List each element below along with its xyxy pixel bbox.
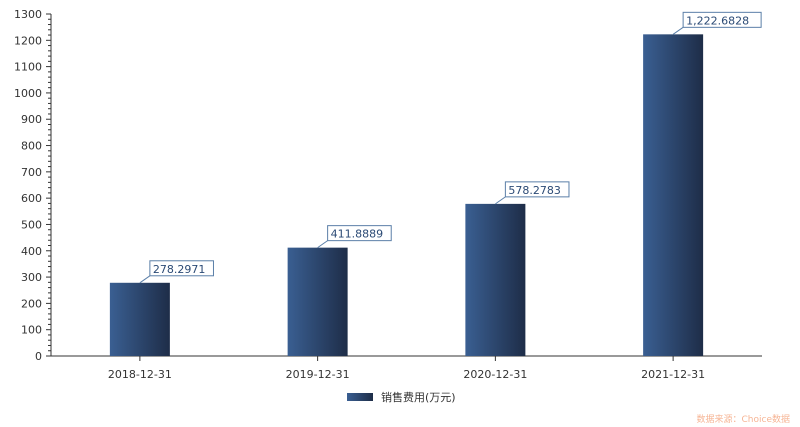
label-leader [139, 275, 151, 284]
label-leader [672, 26, 684, 35]
y-tick-label: 300 [21, 271, 42, 284]
legend-label: 销售费用(万元) [381, 391, 456, 404]
y-tick-label: 700 [21, 166, 42, 179]
label-leader [317, 240, 328, 249]
y-tick-label: 900 [21, 113, 42, 126]
label-box [149, 260, 214, 277]
y-tick-label: 800 [21, 140, 42, 153]
y-tick-label: 1100 [14, 61, 42, 74]
y-tick-label: 0 [35, 350, 42, 363]
y-tick-label: 100 [21, 324, 42, 337]
bar [109, 282, 170, 356]
y-tick-label: 200 [21, 297, 42, 310]
label-box [327, 225, 392, 242]
y-tick-label: 600 [21, 192, 42, 205]
data-label: 1,222.6828 [686, 14, 749, 27]
label-leader [495, 196, 506, 205]
source-watermark: 数据来源：Choice数据 [696, 415, 790, 425]
y-tick-label: 1200 [14, 34, 42, 47]
label-box [682, 11, 762, 28]
data-label: 578.2783 [508, 184, 561, 197]
y-tick-label: 400 [21, 245, 42, 258]
x-tick-label: 2020-12-31 [463, 368, 527, 381]
y-tick-label: 1000 [14, 87, 42, 100]
legend[interactable]: 销售费用(万元) [347, 389, 456, 405]
label-box [504, 181, 570, 198]
y-tick-label: 500 [21, 218, 42, 231]
bar [643, 34, 704, 357]
x-tick-label: 2019-12-31 [286, 368, 350, 381]
y-tick-label: 1300 [14, 8, 42, 21]
data-label: 278.2971 [153, 263, 206, 276]
bar [287, 247, 348, 356]
x-tick-label: 2021-12-31 [641, 368, 705, 381]
bar [465, 203, 526, 356]
data-label: 411.8889 [331, 228, 384, 241]
x-tick-label: 2018-12-31 [108, 368, 172, 381]
legend-swatch [347, 393, 373, 401]
